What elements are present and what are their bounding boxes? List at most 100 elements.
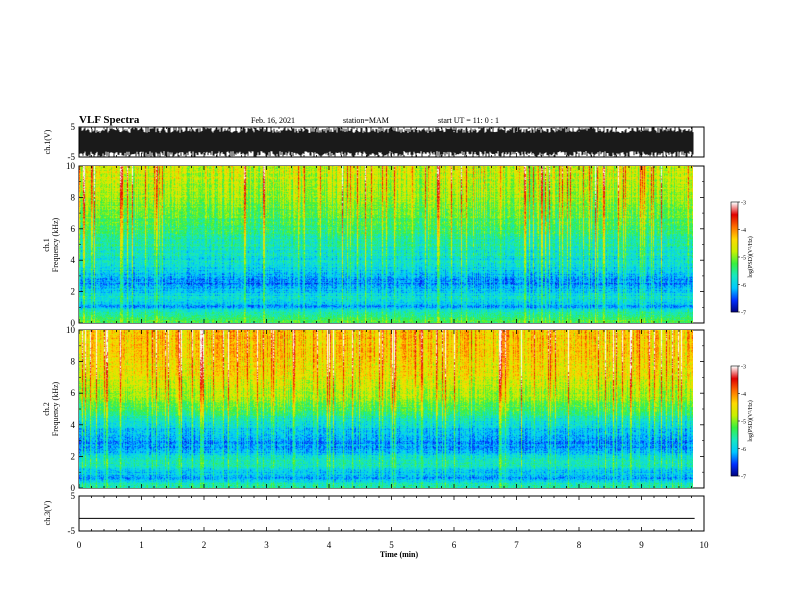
colorbar-segment [731,279,738,281]
colorbar-segment [731,208,738,210]
colorbar-segment [731,390,738,392]
colorbar-segment [731,266,738,268]
colorbar-segment [731,277,738,279]
colorbar-segment [731,368,738,370]
colorbar-segment [731,405,738,407]
ch1-ylabel-line2: Frequency (kHz) [51,217,60,272]
ch2-spectrogram-image [79,330,693,488]
colorbar-segment [731,432,738,434]
colorbar-segment [731,386,738,388]
colorbar-segment [731,457,738,459]
colorbar-segment [731,444,738,446]
colorbar-segment [731,436,738,438]
ch1-waveform-trace [78,127,694,157]
colorbar-segment [731,243,738,245]
y-tick-label: 0 [71,318,76,328]
colorbar-segment [731,411,738,413]
colorbar-segment [731,227,738,229]
colorbar-segment [731,462,738,464]
ch3-waveform-ylabel: ch.3(V) [43,500,52,525]
colorbar-segment [731,215,738,217]
colorbar-segment [731,434,738,436]
y-tick-label: -5 [68,152,76,162]
colorbar-segment [731,467,738,469]
colorbar-segment [731,268,738,270]
colorbar-segment [731,228,738,230]
colorbar-segment [731,311,738,313]
colorbar-segment [731,433,738,435]
colorbar-segment [731,443,738,445]
colorbar-segment [731,391,738,393]
colorbar-segment [731,235,738,237]
colorbar-segment [731,255,738,257]
y-tick-label: 6 [71,388,76,398]
colorbar-segment [731,475,738,477]
y-tick-label: 8 [71,357,76,367]
colorbar-segment [731,437,738,439]
colorbar-segment [731,223,738,225]
colorbar-segment [731,238,738,240]
colorbar-segment [731,286,738,288]
y-tick-label: 6 [71,224,76,234]
colorbar-segment [731,373,738,375]
colorbar-segment [731,474,738,476]
colorbar-tick-label: -4 [741,392,746,398]
x-axis-label: Time (min) [380,550,419,559]
colorbar-segment [731,230,738,232]
colorbar-segment [731,283,738,285]
y-tick-label: 4 [71,255,76,265]
colorbar-segment [731,205,738,207]
y-tick-label: 10 [66,325,76,335]
colorbar-segment [731,237,738,239]
colorbar-segment [731,371,738,373]
colorbar-segment [731,251,738,253]
colorbar-segment [731,394,738,396]
colorbar-segment [731,466,738,468]
colorbar-segment [731,384,738,386]
colorbar-segment [731,206,738,208]
colorbar-segment [731,250,738,252]
colorbar-segment [731,435,738,437]
colorbar-segment [731,471,738,473]
colorbar-segment [731,213,738,215]
colorbar-segment [731,245,738,247]
y-tick-label: 2 [71,287,76,297]
ch1-spectrogram-ylabel: ch.1 Frequency (kHz) [42,217,60,272]
colorbar-segment [731,406,738,408]
colorbar-segment [731,409,738,411]
date-label: Feb. 16, 2021 [251,116,295,125]
colorbar-segment [731,303,738,305]
y-tick-label: 2 [71,451,76,461]
colorbar-segment [731,442,738,444]
colorbar-segment [731,221,738,223]
colorbar-segment [731,298,738,300]
colorbar-segment [731,261,738,263]
colorbar-segment [731,454,738,456]
colorbar-tick-label: -3 [741,365,746,371]
colorbar-segment [731,414,738,416]
colorbar-segment [731,399,738,401]
colorbar-segment [731,248,738,250]
colorbar-segment [731,264,738,266]
colorbar-segment [731,423,738,425]
colorbar-segment [731,375,738,377]
ch2-ylabel-line1: ch.2 [42,402,51,416]
colorbar-segment [731,455,738,457]
colorbar-segment [731,408,738,410]
colorbar-segment [731,294,738,296]
colorbar-segment [731,379,738,381]
colorbar-segment [731,464,738,466]
colorbar-segment [731,253,738,255]
colorbar-segment [731,440,738,442]
colorbar-segment [731,282,738,284]
colorbar-segment [731,447,738,449]
colorbar-segment [731,296,738,298]
colorbar-segment [731,258,738,260]
colorbar-segment [731,470,738,472]
colorbar-segment [731,382,738,384]
ch2-colorbar: -3 -4 -5 -6 -7 log(PSD)(V²/Hz) [730,365,754,481]
colorbar-segment [731,428,738,430]
colorbar-segment [731,473,738,475]
colorbar-segment [731,241,738,243]
colorbar-segment [731,240,738,242]
